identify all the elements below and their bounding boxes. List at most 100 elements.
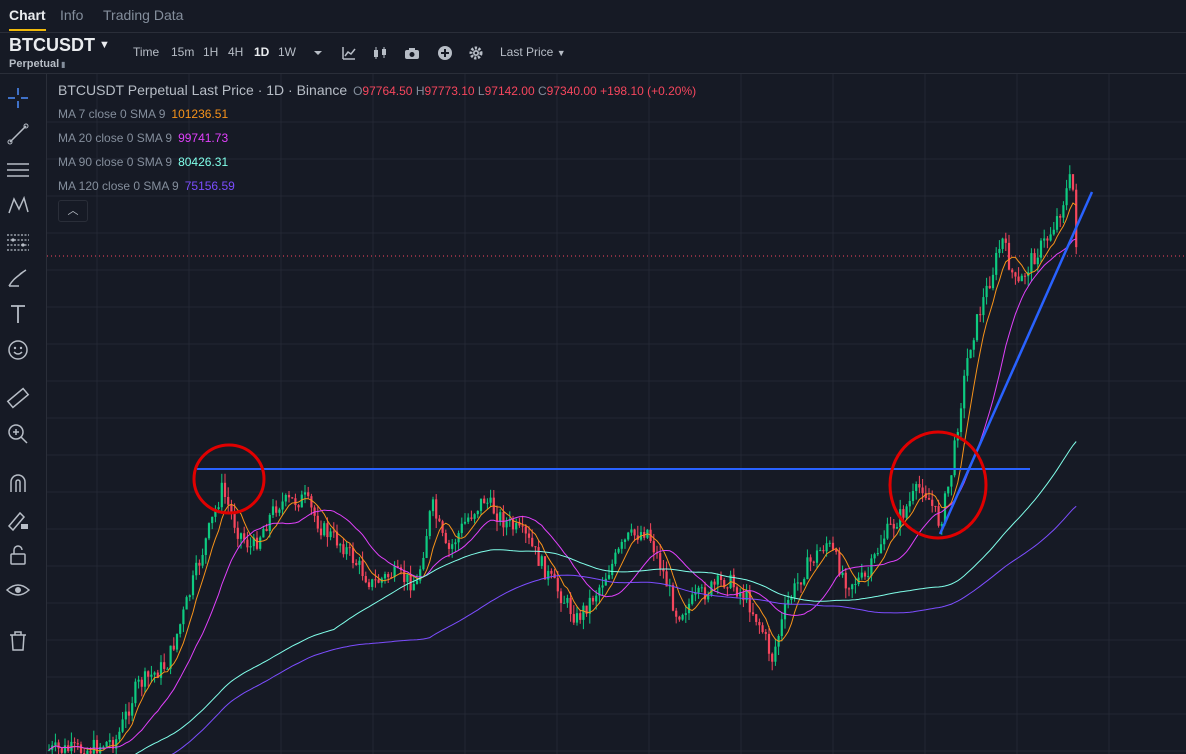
price-chart[interactable] bbox=[47, 74, 1186, 754]
candle-body bbox=[246, 539, 249, 548]
candle-body bbox=[150, 674, 153, 677]
symbol-selector[interactable]: BTCUSDT ▼ bbox=[9, 35, 110, 56]
candle-body bbox=[585, 605, 588, 614]
candle-body bbox=[115, 739, 118, 749]
candle-body bbox=[979, 314, 982, 316]
candle-body bbox=[1075, 189, 1078, 248]
trend-line-icon[interactable] bbox=[5, 121, 31, 147]
tab-info[interactable]: Info bbox=[60, 7, 84, 23]
candle-body bbox=[499, 512, 502, 522]
eye-icon[interactable] bbox=[5, 577, 31, 603]
top-tab-bar: Chart Info Trading Data bbox=[0, 0, 1186, 33]
candle-body bbox=[681, 614, 684, 620]
candle-body bbox=[179, 624, 182, 634]
pattern-icon[interactable] bbox=[5, 193, 31, 219]
candle-body bbox=[217, 507, 220, 510]
candle-body bbox=[1036, 257, 1039, 265]
drawing-toolbar bbox=[0, 74, 47, 754]
add-icon[interactable] bbox=[437, 45, 453, 61]
candle-body bbox=[915, 484, 918, 492]
candle-body bbox=[572, 614, 575, 623]
ruler-icon[interactable] bbox=[5, 385, 31, 411]
ma-label: MA 120 close 0 SMA 9 bbox=[58, 179, 179, 193]
candle-body bbox=[220, 482, 223, 508]
lock-drawing-icon[interactable] bbox=[5, 506, 31, 532]
candle-body bbox=[691, 594, 694, 604]
crosshair-icon[interactable] bbox=[5, 85, 31, 111]
collapse-legend-button[interactable]: ︿ bbox=[58, 200, 88, 222]
timeframe-15m[interactable]: 15m bbox=[171, 45, 195, 59]
horizontal-lines-icon[interactable] bbox=[5, 157, 31, 183]
timeframe-1d[interactable]: 1D bbox=[254, 45, 270, 59]
candle-body bbox=[540, 556, 543, 566]
candle-body bbox=[255, 537, 259, 549]
candle-style-icon[interactable] bbox=[372, 45, 388, 61]
ma-row[interactable]: MA 7 close 0 SMA 9 101236.51 bbox=[58, 107, 228, 121]
ohlc-low: 97142.00 bbox=[484, 84, 535, 98]
ma-row[interactable]: MA 20 close 0 SMA 9 99741.73 bbox=[58, 131, 228, 145]
candle-body bbox=[819, 550, 822, 552]
chevron-down-icon[interactable] bbox=[310, 45, 326, 61]
candle-body bbox=[761, 625, 764, 633]
camera-icon[interactable] bbox=[404, 45, 420, 61]
candle-body bbox=[902, 509, 905, 518]
candle-body bbox=[841, 572, 844, 576]
candle-body bbox=[678, 616, 681, 620]
timeframe-4h[interactable]: 4H bbox=[228, 45, 244, 59]
candle-body bbox=[1065, 188, 1068, 206]
candle-body bbox=[92, 739, 95, 754]
candle-body bbox=[195, 562, 198, 576]
candle-body bbox=[627, 532, 630, 540]
candle-body bbox=[694, 592, 697, 595]
zoom-in-icon[interactable] bbox=[5, 421, 31, 447]
candle-body bbox=[713, 581, 716, 585]
candle-body bbox=[879, 544, 883, 554]
lock-icon[interactable] bbox=[5, 542, 31, 568]
candle-body bbox=[995, 252, 998, 275]
caret-down-icon: ▼ bbox=[556, 48, 566, 58]
candle-body bbox=[614, 552, 617, 564]
tab-chart[interactable]: Chart bbox=[9, 7, 46, 31]
candle-body bbox=[403, 570, 406, 582]
brush-icon[interactable] bbox=[5, 265, 31, 291]
candle-body bbox=[854, 583, 857, 585]
legend-title: BTCUSDT Perpetual Last Price · 1D · Bina… bbox=[58, 82, 348, 98]
candle-body bbox=[57, 742, 60, 749]
timeframe-time[interactable]: Time bbox=[133, 45, 160, 59]
trash-icon[interactable] bbox=[5, 628, 31, 654]
ma-row[interactable]: MA 90 close 0 SMA 9 80426.31 bbox=[58, 155, 228, 169]
candle-body bbox=[825, 543, 828, 552]
candle-body bbox=[358, 560, 361, 565]
contract-type-label: Perpetual bbox=[9, 58, 60, 70]
candle-body bbox=[867, 576, 870, 578]
fib-icon[interactable] bbox=[5, 229, 31, 255]
candle-body bbox=[886, 523, 889, 539]
text-icon[interactable] bbox=[5, 301, 31, 327]
tab-trading-data[interactable]: Trading Data bbox=[103, 7, 184, 23]
candle-body bbox=[134, 681, 137, 704]
emoji-icon[interactable] bbox=[5, 337, 31, 363]
candle-body bbox=[684, 613, 687, 615]
ma-row[interactable]: MA 120 close 0 SMA 9 75156.59 bbox=[58, 179, 235, 193]
candle-body bbox=[857, 577, 860, 584]
candle-body bbox=[1049, 234, 1052, 241]
candle-body bbox=[159, 662, 163, 678]
timeframe-1w[interactable]: 1W bbox=[278, 45, 296, 59]
candle-body bbox=[294, 498, 297, 506]
timeframe-1h[interactable]: 1H bbox=[203, 45, 219, 59]
candle-body bbox=[140, 679, 143, 687]
candle-body bbox=[239, 533, 243, 539]
magnet-icon[interactable] bbox=[5, 470, 31, 496]
candle-body bbox=[707, 595, 710, 600]
gear-icon[interactable] bbox=[468, 45, 484, 61]
indicator-icon[interactable] bbox=[341, 45, 357, 61]
candle-body bbox=[505, 521, 508, 528]
candle-body bbox=[988, 285, 991, 289]
candle-body bbox=[620, 541, 623, 549]
price-type-dropdown[interactable]: Last Price ▼ bbox=[500, 45, 566, 59]
candle-body bbox=[812, 561, 815, 563]
candle-body bbox=[127, 711, 131, 716]
candle-body bbox=[182, 609, 185, 625]
candle-body bbox=[966, 358, 969, 376]
candle-body bbox=[755, 614, 758, 622]
